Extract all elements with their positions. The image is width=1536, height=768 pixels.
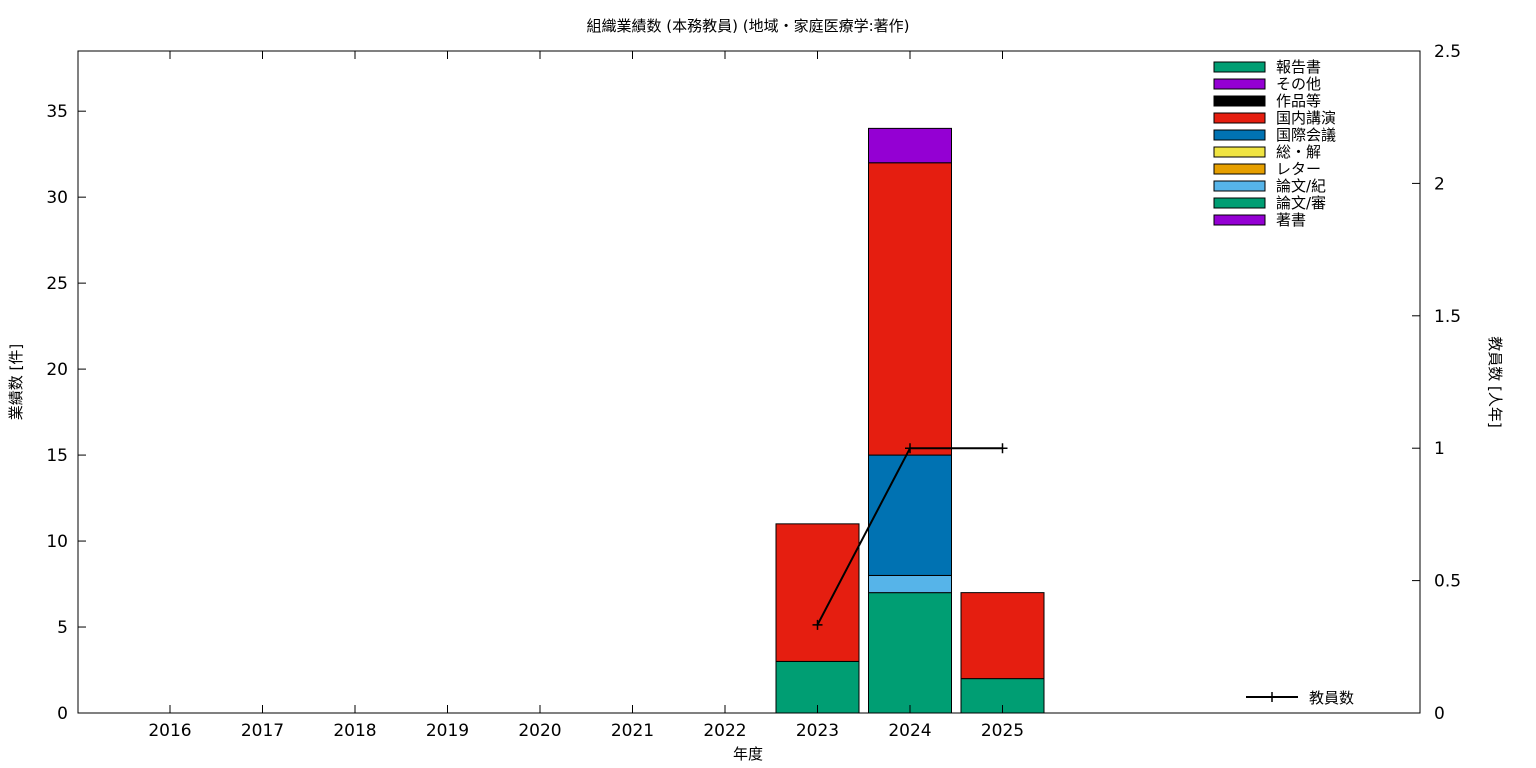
bar-segment-2025-6 — [960, 592, 1045, 680]
y2-axis-label: 教員数 [人年] — [1486, 336, 1504, 427]
legend-swatch-7 — [1213, 180, 1266, 192]
bar-segment-2023-1 — [775, 660, 860, 714]
legend-label-4: 国際会議 — [1276, 126, 1336, 144]
staff-count-point-2025 — [997, 443, 1008, 454]
legend-label-6: レター — [1276, 160, 1321, 178]
y2-tick-label-1: 1 — [1434, 439, 1445, 459]
x-tick-label-2021: 2021 — [611, 721, 654, 741]
legend-label-9: 著書 — [1276, 211, 1306, 229]
x-tick-label-2020: 2020 — [518, 721, 561, 741]
y-tick-label-30: 30 — [46, 188, 68, 208]
x-tick-label-2024: 2024 — [888, 721, 931, 741]
x-tick-label-2017: 2017 — [241, 721, 284, 741]
x-tick-label-2023: 2023 — [796, 721, 839, 741]
x-tick-label-2022: 2022 — [703, 721, 746, 741]
x-tick-label-2016: 2016 — [148, 721, 191, 741]
y-tick-label-35: 35 — [46, 102, 68, 122]
legend-label-0: 報告書 — [1276, 58, 1321, 76]
y-tick-label-10: 10 — [46, 532, 68, 552]
y-tick-label-20: 20 — [46, 360, 68, 380]
legend-label-5: 総・解 — [1276, 143, 1321, 161]
bars — [775, 127, 1045, 714]
bar-segment-2024-2 — [868, 574, 952, 594]
legend-swatch-1 — [1213, 78, 1266, 90]
bar-segment-2024-6 — [868, 162, 952, 456]
legend-label-2: 作品等 — [1276, 92, 1321, 110]
legend-label-3: 国内講演 — [1276, 109, 1336, 127]
staff-count-point-2023 — [812, 619, 823, 630]
bar-segment-2024-1 — [868, 592, 952, 714]
y-tick-label-0: 0 — [57, 704, 68, 724]
bar-segment-2023-6 — [775, 523, 860, 662]
legend-swatch-3 — [1213, 112, 1266, 124]
y-tick-label-15: 15 — [46, 446, 68, 466]
plot-frame — [77, 50, 1421, 714]
y-axis-label: 業績数 [件] — [7, 344, 25, 420]
line-legend: 教員数 — [1246, 689, 1354, 707]
x-axis-label: 年度 — [733, 745, 763, 763]
legend-swatch-8 — [1213, 197, 1266, 209]
chart-title: 組織業績数 (本務教員) (地域・家庭医療学:著作) — [586, 17, 909, 35]
legend-label-7: 論文/紀 — [1276, 177, 1326, 195]
staff-count-point-2024 — [905, 443, 915, 454]
y-tick-label-5: 5 — [57, 618, 68, 638]
legend-label-1: その他 — [1276, 75, 1321, 93]
legend-swatch-5 — [1213, 146, 1266, 158]
legend-swatch-6 — [1213, 163, 1266, 175]
legend-swatch-4 — [1213, 129, 1266, 141]
line-legend-label: 教員数 — [1309, 689, 1354, 707]
x-tick-label-2019: 2019 — [426, 721, 469, 741]
y-tick-label-25: 25 — [46, 274, 68, 294]
x-tick-label-2018: 2018 — [333, 721, 376, 741]
bar-segment-2024-8 — [868, 127, 952, 164]
legend-swatch-9 — [1213, 214, 1266, 226]
legend-label-8: 論文/審 — [1276, 194, 1326, 212]
legend-swatch-0 — [1213, 61, 1266, 73]
y2-tick-label-0: 0 — [1434, 704, 1445, 724]
y2-tick-label-2.5: 2.5 — [1434, 42, 1461, 62]
staff-count-line — [812, 443, 1008, 630]
y2-tick-label-0.5: 0.5 — [1434, 572, 1461, 592]
legend-swatch-2 — [1213, 95, 1266, 107]
bar-segment-2024-5 — [868, 454, 952, 576]
x-tick-label-2025: 2025 — [981, 721, 1024, 741]
y2-tick-label-2: 2 — [1434, 174, 1445, 194]
y2-tick-label-1.5: 1.5 — [1434, 307, 1461, 327]
